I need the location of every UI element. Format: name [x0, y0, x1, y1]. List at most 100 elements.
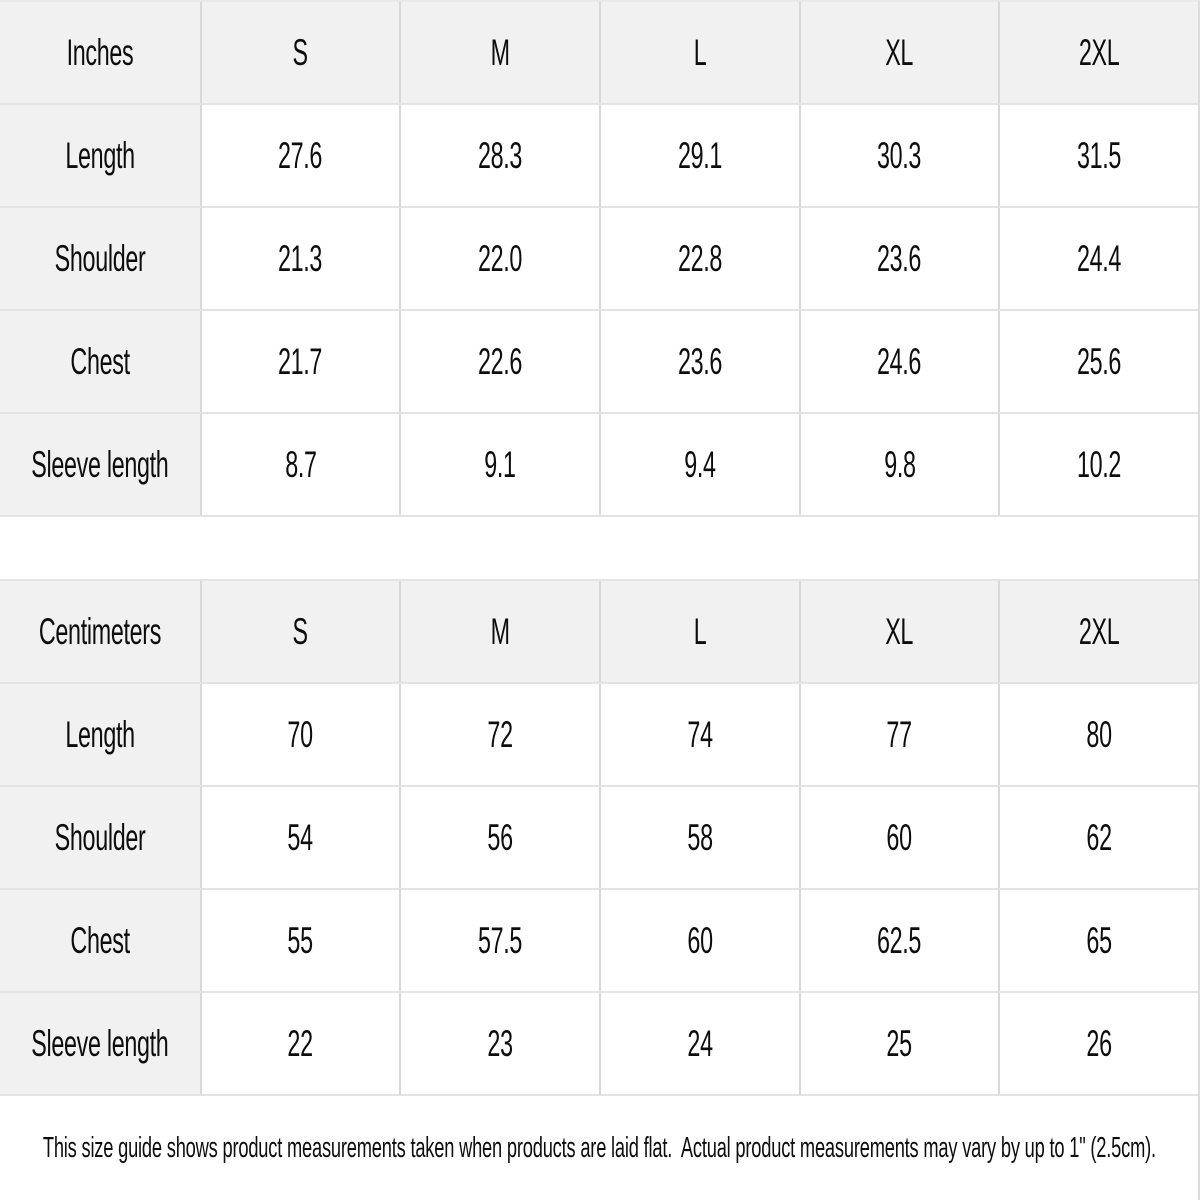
size-header-label: 2XL: [1078, 31, 1120, 73]
measurement-value: 26: [1086, 1022, 1113, 1064]
measurement-value-cell: 21.7: [199, 311, 400, 412]
measurement-value-cell: 31.5: [998, 105, 1198, 206]
table-row: Shoulder 21.3 22.0 22.8 23.6 24.4: [0, 208, 1198, 311]
measurement-value-cell: 22.6: [399, 311, 599, 412]
measurement-value-cell: 9.4: [599, 414, 799, 515]
measurement-value-cell: 27.6: [199, 105, 400, 206]
measurement-label: Chest: [70, 919, 130, 961]
measurement-value-cell: 10.2: [998, 414, 1198, 515]
measurement-value-cell: 72: [399, 684, 599, 785]
measurement-value-cell: 57.5: [399, 890, 599, 991]
measurement-value-cell: 70: [199, 684, 400, 785]
measurement-value: 9.4: [684, 443, 716, 485]
measurement-value: 23: [487, 1022, 514, 1064]
size-header-label: M: [490, 610, 510, 652]
measurement-value-cell: 29.1: [599, 105, 799, 206]
measurement-value-cell: 25.6: [998, 311, 1198, 412]
measurement-value: 9.8: [883, 443, 916, 485]
measurement-value: 60: [886, 816, 913, 858]
measurement-value-cell: 24.4: [998, 208, 1198, 309]
inches-header-row: Inches S M L XL 2XL: [0, 2, 1198, 105]
measurement-value-cell: 60: [798, 787, 999, 888]
measurement-value-cell: 58: [599, 787, 799, 888]
measurement-label-cell: Sleeve length: [0, 414, 200, 515]
measurement-value: 60: [687, 919, 713, 961]
measurement-value: 62: [1086, 816, 1113, 858]
unit-header-cell: Centimeters: [0, 581, 200, 682]
measurement-value: 21.3: [278, 237, 323, 279]
measurement-value: 77: [886, 713, 913, 755]
size-header-label: XL: [885, 610, 914, 652]
table-separator: [0, 517, 1198, 581]
measurement-value-cell: 22.0: [399, 208, 599, 309]
measurement-value-cell: 60: [599, 890, 799, 991]
measurement-value-cell: 22.8: [599, 208, 799, 309]
measurement-value-cell: 25: [798, 993, 999, 1094]
measurement-value-cell: 74: [599, 684, 799, 785]
size-header-label: S: [292, 31, 309, 73]
measurement-value-cell: 24.6: [798, 311, 999, 412]
size-header-label: 2XL: [1078, 610, 1120, 652]
size-header-cell-xl: XL: [798, 2, 999, 103]
measurement-value: 22.8: [677, 237, 722, 279]
table-row: Chest 21.7 22.6 23.6 24.6 25.6: [0, 311, 1198, 414]
measurement-value: 23.6: [677, 340, 722, 382]
measurement-label: Sleeve length: [31, 443, 169, 485]
measurement-value-cell: 23.6: [599, 311, 799, 412]
disclaimer-text: This size guide shows product measuremen…: [42, 1131, 1156, 1164]
table-row: Chest 55 57.5 60 62.5 65: [0, 890, 1198, 993]
measurement-value-cell: 9.1: [399, 414, 599, 515]
size-header-cell-l: L: [599, 2, 799, 103]
measurement-label: Sleeve length: [31, 1022, 169, 1064]
centimeters-header-row: Centimeters S M L XL 2XL: [0, 581, 1198, 684]
table-row: Shoulder 54 56 58 60 62: [0, 787, 1198, 890]
size-header-cell-s: S: [199, 2, 400, 103]
measurement-value-cell: 23.6: [798, 208, 999, 309]
measurement-label-cell: Length: [0, 105, 200, 206]
measurement-value: 24.4: [1077, 237, 1122, 279]
size-header-label: S: [292, 610, 309, 652]
measurement-value-cell: 77: [798, 684, 999, 785]
measurement-value-cell: 62: [998, 787, 1198, 888]
measurement-value: 55: [287, 919, 314, 961]
size-header-cell-2xl: 2XL: [998, 581, 1198, 682]
measurement-value: 58: [687, 816, 713, 858]
size-table-centimeters: Centimeters S M L XL 2XL Length 70 72 74…: [0, 581, 1198, 1096]
size-header-label: XL: [885, 31, 914, 73]
unit-header-cell: Inches: [0, 2, 200, 103]
measurement-value: 25: [886, 1022, 913, 1064]
measurement-label: Shoulder: [54, 237, 146, 279]
measurement-value: 56: [487, 816, 514, 858]
measurement-value: 23.6: [877, 237, 922, 279]
size-header-label: L: [693, 610, 707, 652]
table-row: Length 70 72 74 77 80: [0, 684, 1198, 787]
measurement-disclaimer: This size guide shows product measuremen…: [0, 1096, 1198, 1200]
measurement-value: 80: [1086, 713, 1113, 755]
measurement-value: 57.5: [478, 919, 523, 961]
measurement-value-cell: 23: [399, 993, 599, 1094]
measurement-value-cell: 56: [399, 787, 599, 888]
measurement-value-cell: 62.5: [798, 890, 999, 991]
size-header-cell-2xl: 2XL: [998, 2, 1198, 103]
measurement-value: 22.6: [478, 340, 523, 382]
measurement-value: 24: [687, 1022, 713, 1064]
measurement-value: 31.5: [1077, 134, 1122, 176]
size-header-label: L: [693, 31, 707, 73]
measurement-value-cell: 9.8: [798, 414, 999, 515]
measurement-value-cell: 8.7: [199, 414, 400, 515]
measurement-value: 28.3: [478, 134, 523, 176]
measurement-label-cell: Chest: [0, 311, 200, 412]
size-header-cell-s: S: [199, 581, 400, 682]
measurement-label-cell: Sleeve length: [0, 993, 200, 1094]
size-header-cell-m: M: [399, 581, 599, 682]
measurement-value-cell: 54: [199, 787, 400, 888]
measurement-value: 72: [487, 713, 514, 755]
size-header-cell-l: L: [599, 581, 799, 682]
measurement-value: 22: [287, 1022, 314, 1064]
measurement-label-cell: Chest: [0, 890, 200, 991]
measurement-value: 27.6: [278, 134, 323, 176]
size-table-inches: Inches S M L XL 2XL Length 27.6 28.3 29.…: [0, 2, 1198, 517]
table-row: Length 27.6 28.3 29.1 30.3 31.5: [0, 105, 1198, 208]
measurement-label: Length: [65, 134, 135, 176]
